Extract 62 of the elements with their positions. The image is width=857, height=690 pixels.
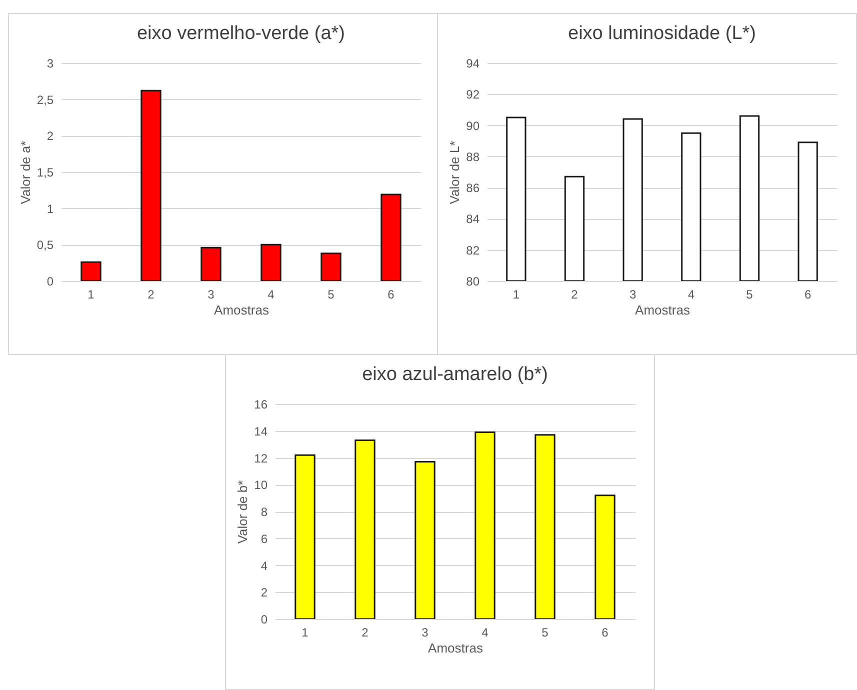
y-tick-label: 14 [254, 424, 268, 438]
bar [380, 194, 402, 281]
y-tick-label: 84 [466, 212, 480, 226]
chart-title: eixo luminosidade (L*) [568, 23, 756, 44]
x-tick-label: 2 [571, 288, 578, 302]
bar [414, 461, 436, 619]
bar [140, 90, 162, 281]
bar [80, 261, 102, 281]
bar [354, 440, 376, 619]
y-tick-label: 90 [466, 118, 480, 133]
y-tick-label: 0 [46, 274, 54, 288]
x-axis-title: Amostras [428, 640, 484, 656]
y-axis-title: Valor de a* [18, 140, 33, 204]
bar [534, 434, 556, 619]
bar [260, 244, 282, 281]
x-tick-label: 5 [542, 626, 549, 640]
y-tick-label: 2,5 [36, 92, 54, 107]
x-tick-label: 6 [388, 288, 395, 302]
x-tick-label: 2 [148, 288, 155, 302]
y-tick-label: 92 [466, 88, 480, 102]
y-axis-title: Valor de L* [447, 140, 462, 204]
x-axis-title: Amostras [635, 302, 690, 318]
chart-title: eixo vermelho-verde (a*) [136, 23, 346, 44]
x-tick-label: 5 [328, 288, 335, 302]
bar [474, 431, 496, 619]
y-tick-label: 12 [254, 451, 268, 466]
y-axis-title: Valor de b* [235, 480, 250, 544]
y-tick-label: 2 [260, 586, 268, 600]
y-tick-label: 8 [260, 505, 268, 519]
y-tick-label: 16 [254, 398, 268, 412]
y-tick-label: 3 [46, 56, 54, 70]
chart-title: eixo azul-amarelo (b*) [362, 364, 548, 385]
x-tick-label: 1 [302, 626, 309, 640]
x-tick-label: 3 [629, 288, 636, 302]
y-tick-label: 80 [466, 274, 480, 288]
y-tick-label: 4 [260, 558, 268, 573]
y-tick-label: 1 [46, 202, 54, 216]
y-tick-label: 1,5 [36, 166, 54, 180]
y-tick-label: 94 [466, 56, 480, 70]
bar [200, 246, 222, 281]
y-tick-label: 86 [466, 181, 480, 196]
y-tick-label: 82 [466, 243, 480, 258]
x-tick-label: 3 [422, 626, 429, 640]
x-tick-label: 4 [482, 626, 489, 640]
x-tick-label: 2 [362, 626, 369, 640]
x-tick-label: 1 [512, 288, 520, 302]
y-tick-label: 0 [260, 612, 268, 626]
x-tick-label: 5 [746, 288, 754, 302]
x-tick-label: 6 [602, 626, 609, 640]
x-tick-label: 3 [208, 288, 215, 302]
x-tick-label: 6 [804, 288, 812, 302]
x-axis-title: Amostras [214, 302, 270, 318]
y-tick-label: 2 [46, 129, 54, 144]
bar [320, 252, 342, 281]
x-tick-label: 1 [88, 288, 95, 302]
y-tick-label: 0,5 [36, 238, 54, 252]
y-tick-label: 6 [260, 532, 268, 546]
y-tick-label: 88 [466, 150, 480, 164]
bar [594, 494, 616, 619]
x-tick-label: 4 [688, 288, 695, 302]
bar [294, 454, 316, 619]
y-tick-label: 10 [254, 478, 268, 492]
